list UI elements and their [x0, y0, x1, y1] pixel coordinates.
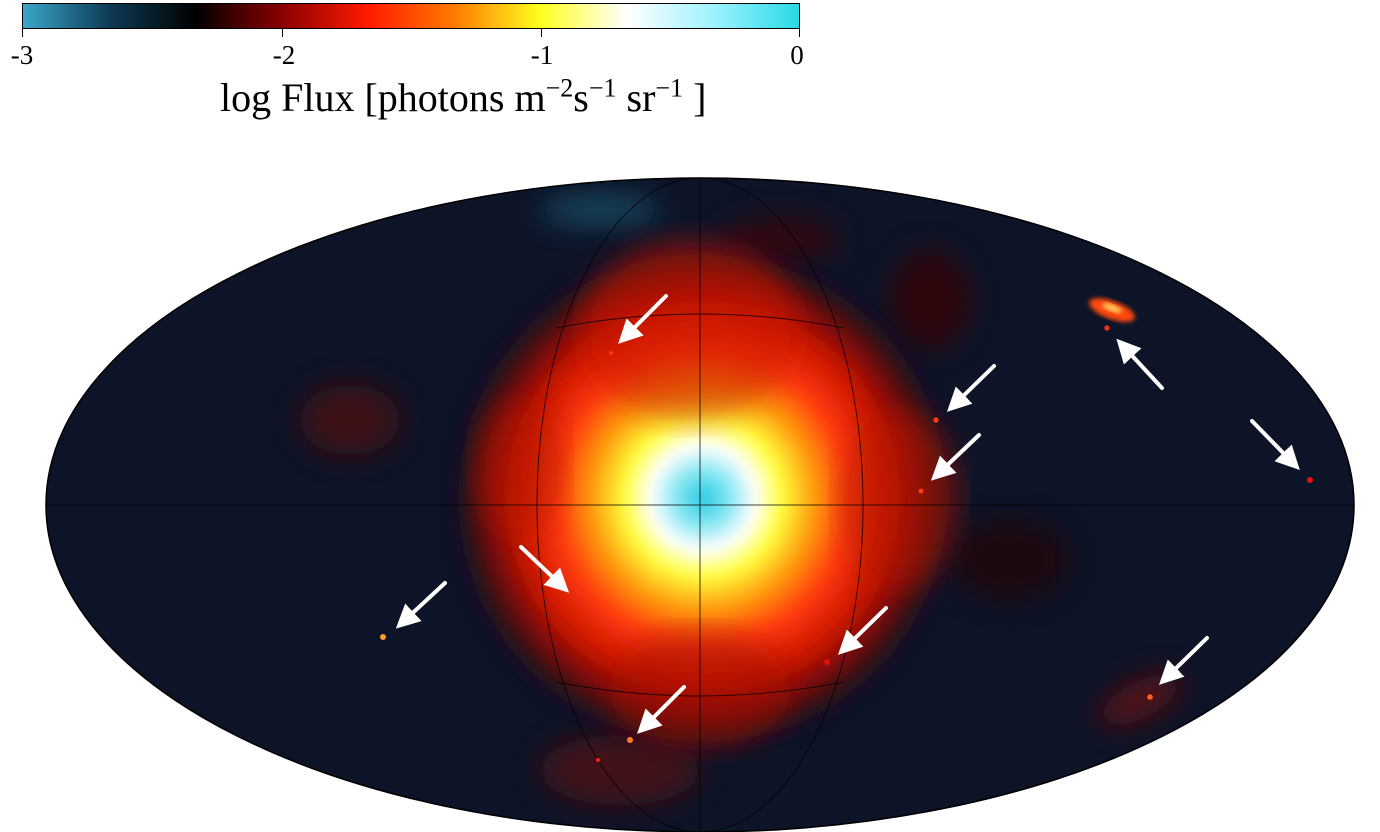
- colorbar-tick-mark: [541, 29, 542, 37]
- colorbar-title-text: sr: [616, 75, 656, 120]
- colorbar-title-exponent: −1: [655, 73, 684, 103]
- point-source: [1307, 477, 1313, 483]
- colorbar-tick-label: -1: [530, 40, 554, 70]
- colorbar-title-text: log Flux [photons m: [220, 75, 546, 120]
- point-source: [1147, 694, 1153, 700]
- arrow: [1158, 636, 1209, 685]
- arrow: [395, 581, 447, 629]
- arrow: [1116, 338, 1164, 390]
- arrow: [618, 294, 668, 344]
- bright-source: [1089, 298, 1135, 322]
- colorbar-tick-label: -2: [272, 40, 296, 70]
- point-source: [380, 634, 386, 640]
- arrow: [637, 685, 686, 734]
- colorbar-title-text: s: [573, 75, 589, 120]
- point-source: [596, 758, 600, 762]
- point-source: [1104, 325, 1110, 331]
- arrow: [930, 433, 981, 481]
- colorbar-gradient: [22, 3, 800, 29]
- colorbar-tick-mark: [799, 29, 800, 37]
- colorbar-tick-mark: [22, 29, 23, 37]
- arrow: [1250, 419, 1300, 471]
- arrow: [519, 545, 570, 593]
- colorbar-title: log Flux [photons m−2s−1 sr−1 ]: [220, 74, 706, 121]
- colorbar-legend: -3 -2 -1 0 log Flux [photons m−2s−1 sr−1…: [0, 0, 840, 140]
- sky-region: [46, 178, 1354, 832]
- arrow: [946, 364, 996, 412]
- point-source: [608, 350, 614, 356]
- arrow: [837, 606, 888, 655]
- coordinate-grid: [46, 178, 1354, 832]
- colorbar-title-text: ]: [683, 75, 707, 120]
- point-source: [627, 737, 633, 743]
- colorbar-title-exponent: −1: [588, 73, 617, 103]
- source-arrows: [395, 294, 1300, 734]
- colorbar-tick-label: -3: [10, 40, 34, 70]
- colorbar-tick-label: 0: [790, 40, 804, 70]
- colorbar-tick-mark: [282, 29, 283, 37]
- point-source: [576, 590, 580, 594]
- point-source: [918, 488, 924, 494]
- colorbar-title-exponent: −2: [545, 73, 574, 103]
- point-source: [933, 417, 939, 423]
- map-outline: [45, 177, 1355, 832]
- point-sources: [380, 325, 1313, 762]
- point-source: [824, 659, 830, 665]
